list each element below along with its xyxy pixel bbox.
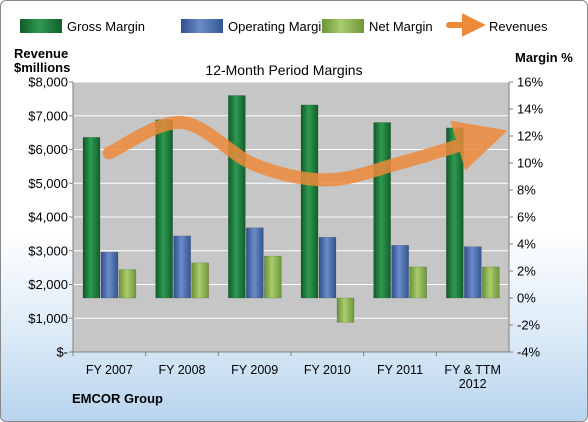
legend-swatch-operating-margin xyxy=(181,19,223,33)
right-axis: -4% -2% 0% 2% 4% 6% 8% 10% 12% 14% 16% xyxy=(509,75,543,360)
right-tick-label: 12% xyxy=(517,129,543,144)
x-axis: FY 2007 FY 2008 FY 2009 FY 2010 FY 2011 FY & … xyxy=(72,352,501,391)
bars xyxy=(82,95,500,323)
operating-margin-bar xyxy=(100,251,119,299)
left-tick-label: $1,000 xyxy=(28,311,68,326)
legend-label-net-margin: Net Margin xyxy=(369,19,433,34)
x-tick-label: FY 2009 xyxy=(231,363,278,377)
legend: Gross Margin Operating Margin Net Margin… xyxy=(20,13,548,37)
revenue-line-group xyxy=(102,115,508,187)
legend-item-gross-margin: Gross Margin xyxy=(20,19,145,34)
operating-margin-bar xyxy=(391,245,409,299)
legend-item-operating-margin: Operating Margin xyxy=(181,19,328,34)
x-tick-label: FY 2008 xyxy=(158,363,205,377)
left-tick-label: $8,000 xyxy=(28,75,68,90)
left-axis-title-line-2: $millions xyxy=(14,60,70,75)
net-margin-bar xyxy=(409,266,427,299)
net-margin-bar xyxy=(336,297,355,323)
left-tick-label: $7,000 xyxy=(28,108,68,123)
revenue-line xyxy=(102,115,508,187)
right-axis-title: Margin % xyxy=(515,50,573,65)
operating-margin-bar xyxy=(318,237,337,299)
company-name: EMCOR Group xyxy=(72,391,163,406)
legend-label-revenues: Revenues xyxy=(489,19,548,34)
left-tick-label: $- xyxy=(56,345,68,360)
left-tick-label: $4,000 xyxy=(28,210,68,225)
right-tick-label: 6% xyxy=(517,210,536,225)
left-tick-label: $6,000 xyxy=(28,142,68,157)
legend-label-gross-margin: Gross Margin xyxy=(67,19,145,34)
right-tick-label: -2% xyxy=(517,318,541,333)
chart-title: 12-Month Period Margins xyxy=(205,62,362,78)
legend-swatch-gross-margin xyxy=(20,19,62,33)
left-tick-label: $3,000 xyxy=(28,243,68,258)
right-tick-label: 4% xyxy=(517,237,536,252)
operating-margin-bar xyxy=(464,246,482,299)
right-tick-label: 14% xyxy=(517,102,543,117)
x-tick-label: FY 2007 xyxy=(86,363,133,377)
left-tick-label: $5,000 xyxy=(28,176,68,191)
net-margin-bar xyxy=(118,269,137,299)
right-tick-label: 10% xyxy=(517,156,543,171)
x-tick-label: FY & TTM xyxy=(444,363,501,377)
right-tick-label: 16% xyxy=(517,75,543,90)
left-tick-label: $2,000 xyxy=(28,277,68,292)
right-tick-label: 0% xyxy=(517,291,536,306)
net-margin-bar xyxy=(264,255,282,299)
legend-item-net-margin: Net Margin xyxy=(322,19,433,34)
right-tick-label: 8% xyxy=(517,183,536,198)
left-axis-title-line-1: Revenue xyxy=(14,46,68,61)
gross-margin-bar xyxy=(228,95,246,299)
x-tick-label: FY 2010 xyxy=(304,363,351,377)
x-tick-label: FY 2011 xyxy=(377,363,423,377)
gross-margin-bar xyxy=(82,137,101,299)
gross-margin-bar xyxy=(155,119,173,299)
right-tick-label: 2% xyxy=(517,264,536,279)
right-tick-label: -4% xyxy=(517,345,541,360)
legend-swatch-net-margin xyxy=(322,19,364,33)
legend-item-revenues: Revenues xyxy=(446,13,548,37)
x-tick-label: 2012 xyxy=(459,377,487,391)
operating-margin-bar xyxy=(173,235,191,299)
gross-margin-bar xyxy=(300,104,319,299)
gross-margin-bar xyxy=(373,122,391,299)
operating-margin-bar xyxy=(246,227,264,299)
net-margin-bar xyxy=(482,266,500,299)
net-margin-bar xyxy=(191,262,209,299)
legend-label-operating-margin: Operating Margin xyxy=(228,19,328,34)
left-axis: $- $1,000 $2,000 $3,000 $4,000 $5,000 $6,000 $7… xyxy=(28,75,73,360)
